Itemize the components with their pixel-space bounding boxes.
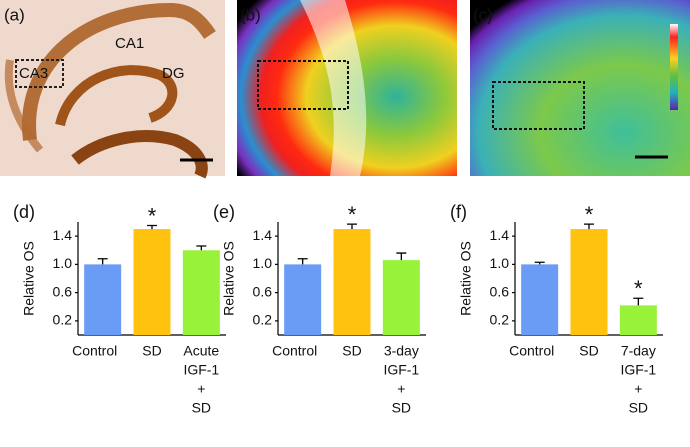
x-tick-label: IGF-1 [383, 362, 419, 378]
heatmap-image: (c) [470, 0, 690, 176]
x-tick-label: Acute [183, 343, 219, 359]
panel-label: (c) [473, 5, 493, 24]
x-tick-label: Control [272, 343, 317, 359]
heatmap-image: (b) [237, 0, 457, 176]
bar [619, 305, 657, 335]
y-tick-label: 0.6 [53, 283, 73, 299]
y-tick-label: 1.0 [253, 255, 273, 271]
x-tick-label: Control [72, 343, 117, 359]
chart-title: (d) [13, 202, 35, 222]
error-bar [147, 224, 157, 230]
x-tick-label: + [397, 381, 405, 397]
y-tick-label: 0.6 [490, 283, 510, 299]
y-tick-label: 0.2 [253, 312, 273, 328]
region-label: DG [162, 65, 185, 82]
x-tick-label: IGF-1 [620, 362, 656, 378]
bar [182, 250, 220, 335]
significance-mark: * [148, 203, 157, 228]
significance-mark: * [585, 202, 594, 227]
x-tick-label: + [197, 381, 205, 397]
error-bar [633, 297, 644, 306]
bar [84, 264, 122, 335]
error-bar [534, 261, 545, 265]
x-tick-label: Control [509, 343, 554, 359]
bar [333, 229, 371, 335]
bar [284, 264, 322, 335]
error-bar [97, 258, 108, 265]
y-tick-label: 1.4 [490, 227, 510, 243]
bar [382, 260, 420, 335]
chart-title: (e) [213, 202, 235, 222]
x-tick-label: 7-day [621, 343, 656, 359]
x-tick-label: + [634, 381, 642, 397]
y-tick-label: 1.4 [53, 227, 73, 243]
bar [521, 264, 559, 335]
x-tick-label: 3-day [384, 343, 419, 359]
region-label: CA3 [19, 65, 48, 82]
x-tick-label: SD [142, 343, 161, 359]
y-tick-label: 1.4 [253, 227, 273, 243]
y-tick-label: 1.0 [53, 255, 73, 271]
y-axis-label: Relative OS [458, 241, 474, 316]
x-tick-label: IGF-1 [183, 362, 219, 378]
x-tick-label: SD [579, 343, 598, 359]
micrograph: (a) CA1 DG CA3 [0, 0, 225, 179]
y-tick-label: 1.0 [490, 255, 510, 271]
x-tick-label: SD [629, 400, 648, 416]
panel-label: (b) [240, 5, 261, 24]
x-tick-label: SD [392, 400, 411, 416]
error-bar [297, 258, 308, 265]
significance-mark: * [634, 276, 643, 301]
y-axis-label: Relative OS [221, 241, 237, 316]
region-label: CA1 [115, 35, 144, 52]
y-tick-label: 0.2 [53, 312, 73, 328]
y-tick-label: 0.2 [490, 312, 510, 328]
bar [133, 229, 171, 335]
error-bar [196, 245, 207, 251]
y-axis-label: Relative OS [21, 241, 37, 316]
error-bar [396, 252, 407, 261]
x-tick-label: SD [192, 400, 211, 416]
bar [570, 229, 608, 335]
y-tick-label: 0.6 [253, 283, 273, 299]
significance-mark: * [348, 202, 357, 227]
error-bar [584, 223, 594, 230]
x-tick-label: SD [342, 343, 361, 359]
error-bar [347, 223, 357, 230]
panel-label: (a) [4, 5, 25, 24]
chart-title: (f) [450, 202, 467, 222]
